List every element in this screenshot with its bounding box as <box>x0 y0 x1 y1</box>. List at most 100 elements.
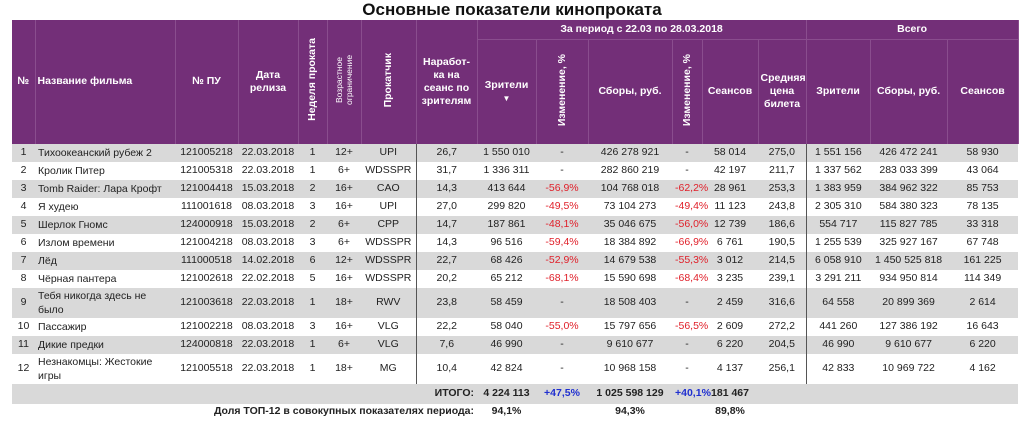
sessions: 2 459 <box>702 287 758 318</box>
total-sessions: 4 162 <box>969 362 996 374</box>
per-session: 22,7 <box>416 251 477 270</box>
distributor: UPI <box>361 143 417 162</box>
table-row: 5 Шерлок Гномс 124000918 15.03.2018 2 6+ CPP 14… <box>12 215 1019 234</box>
release-date: 15.03.2018 <box>238 179 298 198</box>
total-sessions: 43 064 <box>966 164 999 176</box>
per-session: 20,2 <box>436 272 457 284</box>
avg-price: 204,5 <box>758 335 807 354</box>
age-rating: 12+ <box>327 251 361 270</box>
per-session: 14,3 <box>436 236 457 248</box>
gross-change: - <box>672 335 702 354</box>
total-sessions: 161 225 <box>947 251 1019 270</box>
total-sessions: 16 643 <box>966 320 999 332</box>
gross: 18 508 403 <box>588 287 672 318</box>
sessions: 2 609 <box>716 320 744 332</box>
week: 3 <box>309 320 316 332</box>
release-date: 15.03.2018 <box>238 215 298 234</box>
total-viewers: 46 990 <box>806 335 871 354</box>
row-num: 3 <box>12 179 35 198</box>
col-name: Название фильма <box>35 20 176 144</box>
pu-number: 121004418 <box>175 179 238 198</box>
gross-change: -66,9% <box>675 236 709 248</box>
viewers: 65 212 <box>490 272 523 284</box>
total-gross: 325 927 167 <box>879 236 938 248</box>
avg-price: 214,5 <box>758 251 807 270</box>
col-week: Неделя проката <box>298 20 328 144</box>
table-row: 1 Тихоокеанский рубеж 2 121005218 22.03.201… <box>12 143 1019 162</box>
week: 2 <box>298 215 327 234</box>
age-rating: 16+ <box>335 320 353 332</box>
gross: 14 679 538 <box>588 251 672 270</box>
col-total-viewers: Зрители <box>806 39 871 144</box>
total-sessions: 33 318 <box>947 215 1019 234</box>
gross: 35 046 675 <box>588 215 672 234</box>
gross-change: -56,5% <box>675 320 709 332</box>
week: 5 <box>309 272 316 284</box>
pu-number: 111001618 <box>181 200 232 212</box>
row-num: 1 <box>12 143 35 162</box>
total-viewers: 64 558 <box>806 287 871 318</box>
table-row: 6 Излом времени 121004218 08.03.2018 3 6+ WDSS… <box>12 233 1018 252</box>
avg-price: 211,7 <box>758 161 807 180</box>
viewers-change: -49,5% <box>545 200 579 212</box>
age-rating: 18+ <box>335 362 353 374</box>
film-name: Излом времени <box>38 236 115 249</box>
viewers-change: - <box>560 164 564 176</box>
viewers: 42 824 <box>490 362 523 374</box>
distributor: VLG <box>361 335 417 354</box>
per-session: 22,2 <box>436 320 457 332</box>
sessions: 11 123 <box>714 200 746 212</box>
viewers-change: -59,4% <box>545 236 579 248</box>
film-name: Дикие предки <box>35 335 175 354</box>
pu-number: 121002218 <box>180 320 233 332</box>
table-row: 8 Чёрная пантера 121002618 22.02.2018 5 16+ WD… <box>12 269 1018 288</box>
gross-change: -49,4% <box>675 200 709 212</box>
total-gross: 1 450 525 818 <box>870 251 948 270</box>
sessions: 6 761 <box>716 236 744 248</box>
week: 1 <box>309 362 316 374</box>
col-total-sessions: Сеансов <box>947 39 1019 144</box>
col-avg-price: Средняя цена билета <box>758 39 807 144</box>
row-num: 9 <box>12 287 35 318</box>
film-name: Tomb Raider: Лара Крофт <box>35 179 175 198</box>
total-viewers: 3 291 211 <box>815 272 862 284</box>
film-name: Тебя никогда здесь не было <box>35 287 175 318</box>
distributor: WDSSPR <box>361 251 417 270</box>
col-num: № <box>12 20 36 144</box>
gross: 282 860 219 <box>600 164 660 176</box>
total-gross: 115 827 785 <box>870 215 948 234</box>
gross-change: - <box>685 164 689 176</box>
avg-price: 239,1 <box>758 269 807 288</box>
total-viewers: 42 833 <box>822 362 855 374</box>
sessions: 58 014 <box>702 143 758 162</box>
row-num: 5 <box>12 215 35 234</box>
age-rating: 6+ <box>327 335 361 354</box>
total-viewers: 1 255 539 <box>814 236 862 248</box>
release-date: 08.03.2018 <box>241 320 295 332</box>
share-label: Доля ТОП-12 в совокупных показателях пер… <box>12 403 477 420</box>
row-num: 12 <box>17 362 30 374</box>
per-session: 23,8 <box>416 287 477 318</box>
avg-price: 190,5 <box>758 233 807 252</box>
film-name: Лёд <box>35 251 175 270</box>
viewers: 58 459 <box>477 287 536 318</box>
total-viewers: 1 383 959 <box>806 179 871 198</box>
total-sessions: 6 220 <box>947 335 1019 354</box>
distributor: WDSSPR <box>361 161 417 180</box>
viewers-change: - <box>536 143 588 162</box>
age-rating: 6+ <box>338 164 350 176</box>
sort-desc-icon[interactable]: ▼ <box>502 93 511 103</box>
totals-viewers: 4 224 113 <box>477 383 536 404</box>
age-rating: 18+ <box>327 287 361 318</box>
film-name: Пассажир <box>38 320 87 333</box>
gross-change: -56,0% <box>672 215 708 234</box>
distributor: CAO <box>361 179 417 198</box>
total-viewers: 441 260 <box>819 320 858 332</box>
age-rating: 16+ <box>335 200 353 212</box>
total-viewers: 2 305 310 <box>814 200 862 212</box>
film-name: Чёрная пантера <box>38 272 117 285</box>
col-viewers[interactable]: Зрители ▼ <box>477 39 537 144</box>
per-session: 14,7 <box>416 215 477 234</box>
viewers: 96 516 <box>490 236 523 248</box>
gross: 9 610 677 <box>588 335 672 354</box>
